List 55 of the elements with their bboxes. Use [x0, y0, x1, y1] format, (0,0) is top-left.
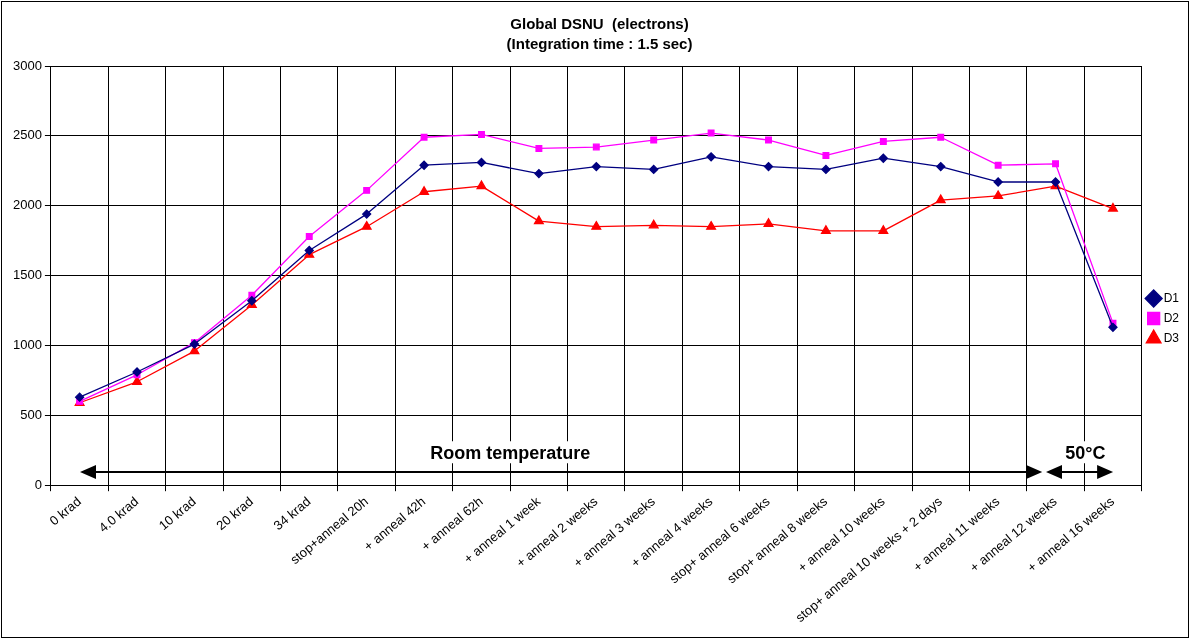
point	[937, 133, 945, 141]
point	[533, 215, 544, 225]
point	[993, 177, 1003, 187]
point	[936, 161, 946, 172]
annotation: Room temperature	[430, 443, 591, 464]
point	[591, 221, 602, 230]
y-tick-label: 500	[20, 406, 42, 422]
point	[878, 225, 889, 235]
point	[822, 151, 830, 159]
point	[476, 157, 487, 168]
point	[878, 153, 888, 163]
y-tick-label: 0	[34, 476, 42, 492]
point	[591, 161, 601, 172]
point	[820, 225, 831, 235]
chart-subtitle: (Integration time : 1.5 sec)	[506, 35, 693, 53]
point	[361, 221, 372, 230]
point	[821, 164, 831, 175]
point	[535, 144, 543, 152]
point	[362, 209, 372, 219]
point	[763, 218, 774, 228]
legend-label: D2	[1163, 310, 1180, 325]
point	[935, 194, 946, 204]
point	[592, 143, 600, 151]
point	[649, 164, 659, 175]
point	[1052, 160, 1060, 168]
chart-title: Global DSNU (electrons)	[510, 15, 689, 33]
point	[476, 180, 487, 190]
point	[419, 160, 429, 170]
point	[420, 133, 428, 141]
point	[879, 137, 887, 145]
annotation: 50°C	[1065, 443, 1106, 464]
point	[1108, 322, 1118, 332]
point	[534, 168, 544, 179]
y-tick-label: 2000	[13, 197, 42, 213]
y-tick-label: 3000	[13, 57, 42, 73]
point	[650, 136, 658, 144]
y-tick-label: 1000	[13, 337, 42, 353]
point	[305, 232, 313, 240]
point	[478, 130, 485, 138]
point	[1107, 202, 1118, 212]
point	[763, 161, 774, 172]
y-tick-label: 2500	[13, 127, 42, 143]
y-tick-label: 1500	[13, 267, 42, 283]
point	[994, 161, 1002, 169]
point	[707, 129, 715, 137]
point	[706, 221, 717, 230]
point	[765, 136, 772, 144]
point	[363, 186, 371, 194]
point	[706, 152, 716, 162]
legend-label: D3	[1163, 330, 1180, 345]
point	[993, 190, 1004, 200]
point	[648, 219, 659, 229]
legend-label: D1	[1163, 290, 1180, 305]
point	[419, 186, 430, 195]
point	[74, 392, 85, 402]
